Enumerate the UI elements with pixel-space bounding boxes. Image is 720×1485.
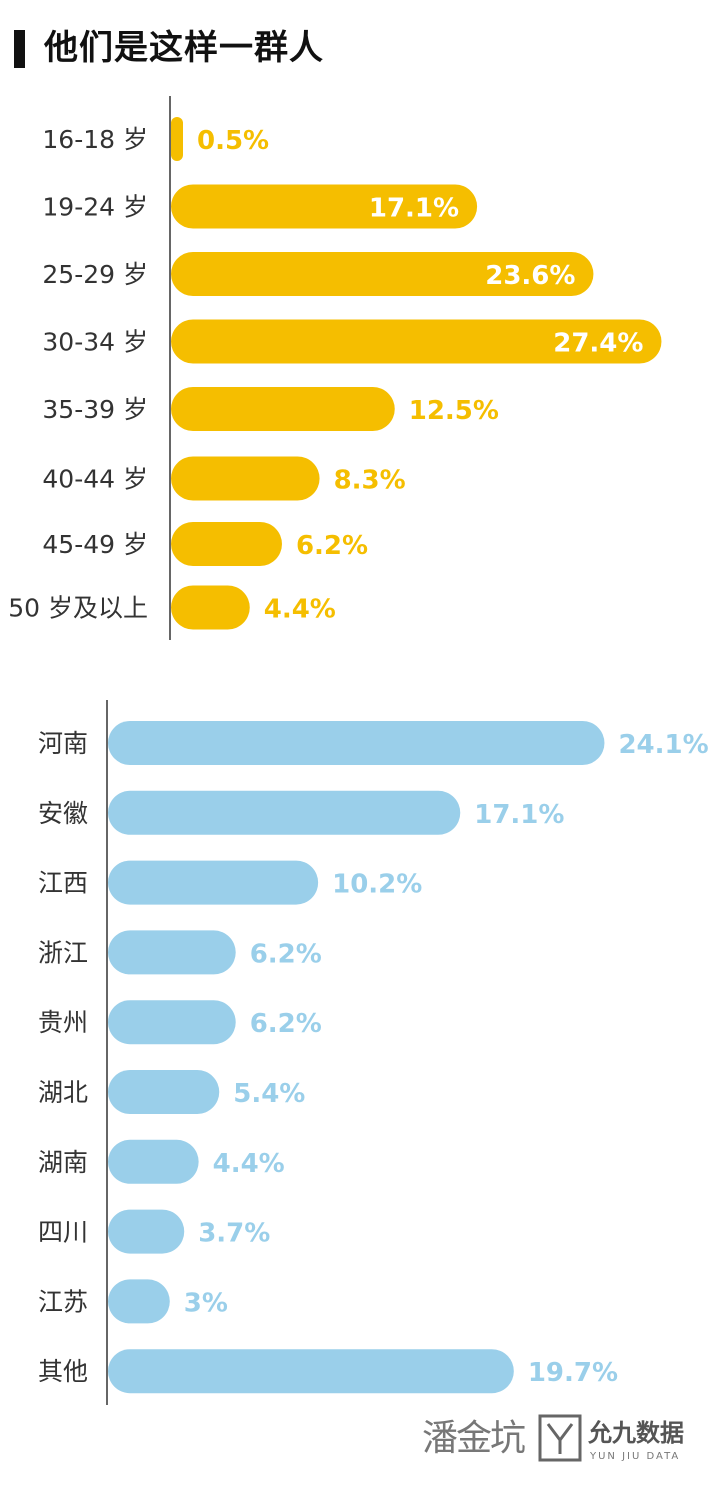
category-label: 贵州 xyxy=(38,1008,88,1037)
bar xyxy=(108,721,605,765)
data-label: 19.7% xyxy=(528,1358,618,1388)
footer-logos: 潘金坑 允九数据 YUN JIU DATA xyxy=(420,1408,710,1468)
yunjiu-logo-text: 允九数据 xyxy=(587,1419,684,1447)
bar xyxy=(171,117,183,161)
bar xyxy=(171,387,395,431)
category-label: 40-44 岁 xyxy=(42,465,148,494)
data-label: 27.4% xyxy=(553,329,643,359)
category-label: 湖北 xyxy=(38,1078,88,1107)
bar xyxy=(108,1000,236,1045)
data-label: 4.4% xyxy=(264,595,336,625)
category-label: 浙江 xyxy=(38,938,88,967)
category-label: 45-49 岁 xyxy=(42,530,148,559)
category-label: 安徽 xyxy=(38,799,88,828)
age-bar-chart: 16-18 岁 0.5% 19-24 岁 17.1% 25-29 岁 23.6% 30-34… xyxy=(8,96,662,640)
bar xyxy=(108,1070,220,1114)
category-label: 19-24 岁 xyxy=(42,193,148,222)
data-label: 17.1% xyxy=(474,800,564,830)
category-label: 河南 xyxy=(38,729,88,758)
data-label: 8.3% xyxy=(334,466,406,496)
category-label: 25-29 岁 xyxy=(42,260,148,289)
data-label: 6.2% xyxy=(250,1009,322,1039)
logo-graphics: 潘金坑 允九数据 YUN JIU DATA xyxy=(422,1414,684,1462)
data-label: 23.6% xyxy=(485,261,575,291)
data-label: 5.4% xyxy=(233,1079,305,1109)
page-title: 他们是这样一群人 xyxy=(44,28,324,68)
category-label: 江苏 xyxy=(38,1287,88,1316)
category-label: 16-18 岁 xyxy=(42,125,148,154)
yunjiu-logo: 允九数据 YUN JIU DATA xyxy=(538,1414,684,1462)
data-label: 0.5% xyxy=(197,126,269,156)
data-label: 10.2% xyxy=(332,870,422,900)
data-label: 3.7% xyxy=(198,1219,270,1249)
data-label: 4.4% xyxy=(213,1149,285,1179)
bar xyxy=(108,860,319,905)
category-label: 其他 xyxy=(38,1357,88,1386)
category-label: 江西 xyxy=(38,869,88,898)
category-label: 50 岁及以上 xyxy=(8,594,148,623)
category-label: 四川 xyxy=(38,1218,88,1247)
bar xyxy=(171,456,320,501)
data-label: 24.1% xyxy=(618,730,708,760)
data-label: 12.5% xyxy=(409,396,499,426)
pujinkeng-logo: 潘金坑 xyxy=(422,1418,527,1459)
bar xyxy=(108,930,236,975)
bar xyxy=(108,1349,514,1394)
title-accent-bar xyxy=(14,30,25,68)
pujinkeng-logo-text: 潘金坑 xyxy=(422,1418,525,1459)
bar xyxy=(171,184,478,229)
bar xyxy=(171,319,662,364)
data-label: 6.2% xyxy=(250,939,322,969)
bar xyxy=(108,790,461,835)
yunjiu-logo-subtext: YUN JIU DATA xyxy=(589,1451,680,1462)
province-bar-chart: 河南 24.1% 安徽 17.1% 江西 10.2% 浙江 6.2% 贵州 6.2% 湖北 5.4% 湖… xyxy=(38,700,709,1405)
data-label: 3% xyxy=(184,1288,228,1318)
bar xyxy=(171,585,250,630)
data-label: 6.2% xyxy=(296,531,368,561)
category-label: 35-39 岁 xyxy=(42,395,148,424)
bar xyxy=(108,1139,199,1184)
data-label: 17.1% xyxy=(369,194,459,224)
category-label: 湖南 xyxy=(38,1148,88,1177)
bar xyxy=(108,1209,185,1254)
bar xyxy=(171,522,282,566)
bar xyxy=(108,1279,170,1324)
bar xyxy=(171,252,594,296)
category-label: 30-34 岁 xyxy=(42,328,148,357)
